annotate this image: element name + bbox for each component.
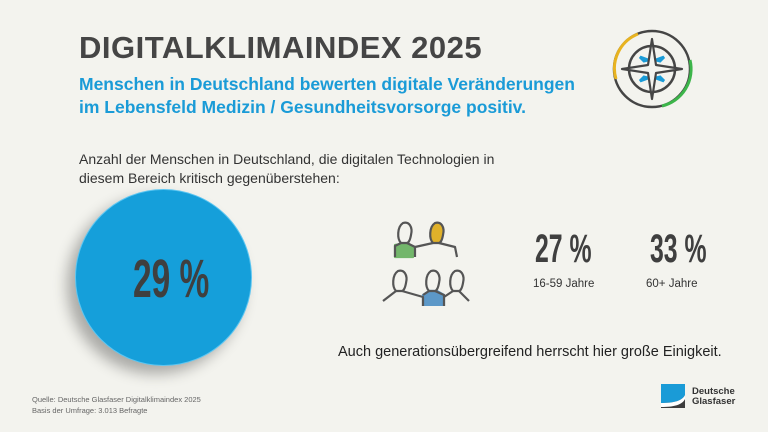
basis-text: Basis der Umfrage: 3.013 Befragte [32, 406, 148, 415]
percentage-16-59: 27 % [535, 227, 592, 271]
conclusion-note: Auch generationsübergreifend herrscht hi… [338, 344, 722, 360]
logo-line: Deutsche [692, 386, 735, 397]
intro-text: Anzahl der Menschen in Deutschland, die … [79, 151, 495, 186]
deutsche-glasfaser-logo [661, 384, 685, 408]
people-group-icon [382, 221, 470, 306]
total-percentage: 29 % [133, 249, 210, 309]
subtitle: Menschen in Deutschland bewerten digital… [79, 73, 575, 119]
page-title: DIGITALKLIMAINDEX 2025 [79, 30, 483, 65]
compass-icon [612, 29, 693, 109]
label-16-59: 16-59 Jahre [533, 278, 595, 290]
label-60-plus: 60+ Jahre [646, 278, 698, 290]
percentage-60-plus: 33 % [650, 227, 707, 271]
subtitle-line: im Lebensfeld Medizin / Gesundheitsvorso… [79, 97, 526, 117]
logo-text: Deutsche Glasfaser [692, 387, 735, 407]
source-text: Quelle: Deutsche Glasfaser Digitalklimai… [32, 395, 201, 404]
logo-line: Glasfaser [692, 396, 736, 407]
subtitle-line: Menschen in Deutschland bewerten digital… [79, 74, 575, 94]
total-percentage-circle [75, 189, 252, 366]
